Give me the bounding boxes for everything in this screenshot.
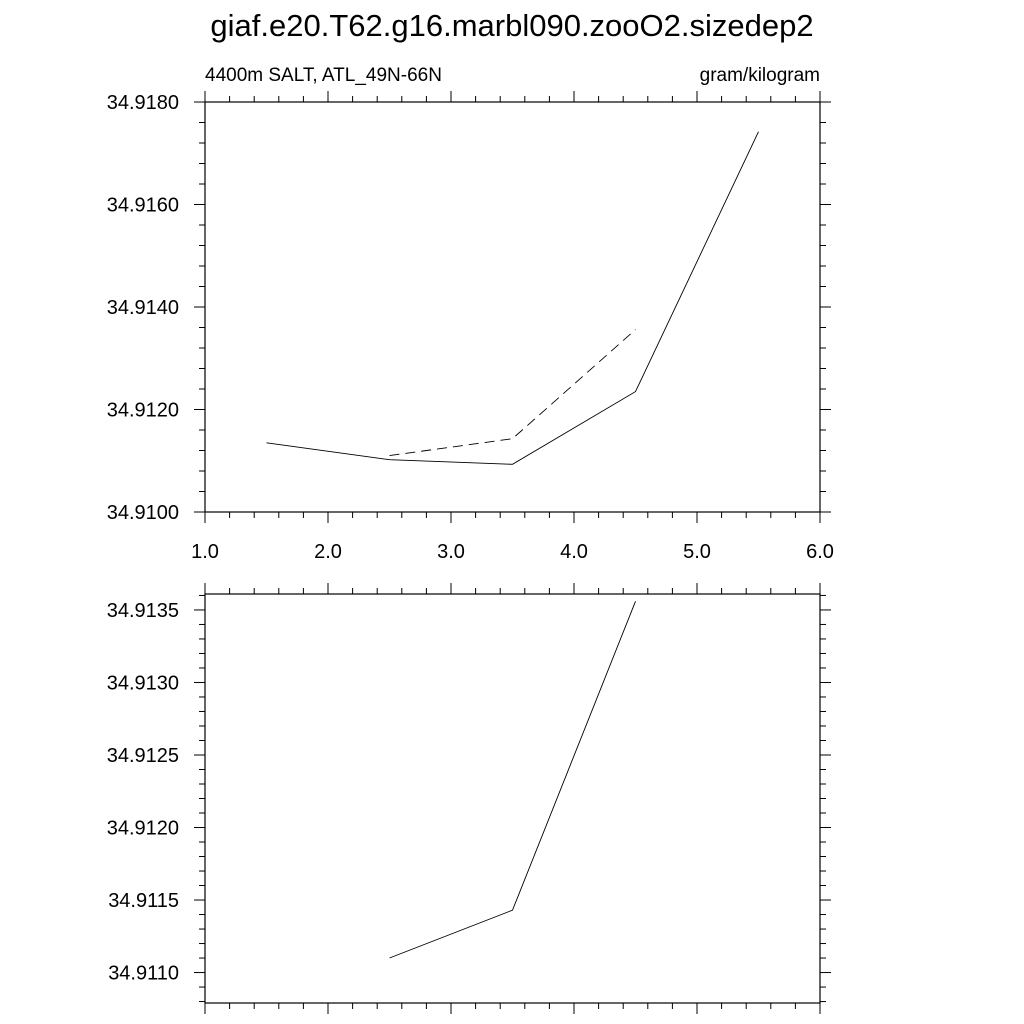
plot-frame-1 bbox=[204, 101, 821, 513]
y-tick-label: 34.9125 bbox=[107, 745, 179, 767]
y-tick-label: 34.9130 bbox=[107, 672, 179, 694]
x-tick-label: 1.0 bbox=[191, 541, 219, 563]
y-tick-label: 34.9120 bbox=[107, 818, 179, 840]
y-tick-label: 34.9110 bbox=[108, 963, 179, 985]
x-tick-label: 5.0 bbox=[683, 541, 711, 563]
series-line-1-2 bbox=[389, 329, 636, 457]
chart-title: giaf.e20.T62.g16.marbl090.zooO2.sizedep2 bbox=[210, 8, 814, 43]
x-tick-label: 2.0 bbox=[314, 541, 342, 563]
y-tick-label: 34.9180 bbox=[107, 92, 179, 114]
series-line-2-1 bbox=[389, 601, 636, 959]
x-tick-label: 3.0 bbox=[437, 541, 465, 563]
y-tick-label: 34.9140 bbox=[107, 297, 179, 319]
y-tick-label: 34.9100 bbox=[107, 502, 179, 524]
y-tick-label: 34.9135 bbox=[107, 600, 179, 622]
units-label: gram/kilogram bbox=[699, 65, 820, 86]
x-tick-label: 6.0 bbox=[806, 541, 834, 563]
y-tick-label: 34.9120 bbox=[107, 400, 179, 422]
y-tick-label: 34.9160 bbox=[107, 195, 179, 217]
plot-frame-2 bbox=[204, 593, 821, 1004]
y-tick-label: 34.9115 bbox=[108, 890, 179, 912]
variable-label: 4400m SALT, ATL_49N-66N bbox=[205, 65, 442, 86]
x-tick-label: 4.0 bbox=[560, 541, 588, 563]
series-line-1-1 bbox=[266, 131, 759, 465]
